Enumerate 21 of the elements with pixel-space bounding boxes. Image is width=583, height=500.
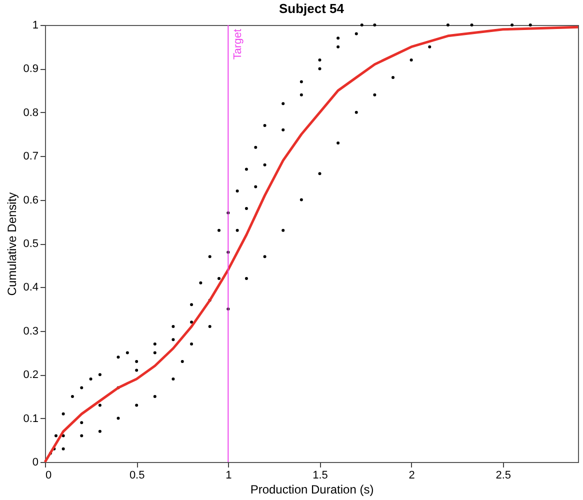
y-tick-label: 0.9 [23,63,38,76]
x-tick-label: 2.5 [496,470,512,482]
y-tick-label: 0.7 [23,150,38,163]
y-tick-label: 0.6 [23,194,38,206]
x-tick-label: 1 [226,470,232,482]
x-tick-label: 0.5 [129,470,145,482]
x-axis-title: Production Duration (s) [250,482,374,496]
x-tick-label: 2 [408,470,415,482]
y-axis-title: Cumulative Density [5,192,20,296]
x-tick-label: 1.5 [312,470,328,482]
chart-title: Subject 54 [278,1,345,16]
ref-line-label: Target [232,29,244,60]
y-tick-label: 0.5 [23,238,38,250]
x-tick-label: 0 [46,470,52,482]
y-tick-label: 0.1 [23,412,38,425]
y-tick-label: 0.3 [23,325,38,338]
y-tick-label: 0.4 [23,282,38,294]
y-tick-label: 0 [32,456,38,468]
y-tick-label: 0.8 [23,106,38,119]
y-tick-label: 0.2 [23,369,38,382]
y-tick-label: 1 [32,20,38,32]
